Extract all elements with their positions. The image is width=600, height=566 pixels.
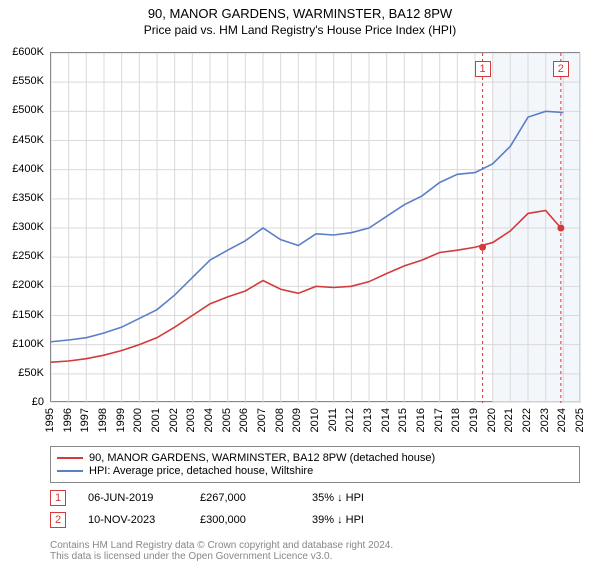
x-tick-label: 1998 [97, 408, 109, 432]
x-tick-label: 2022 [521, 408, 533, 432]
y-tick-label: £200K [12, 279, 44, 291]
x-tick-label: 2020 [486, 408, 498, 432]
page: 90, MANOR GARDENS, WARMINSTER, BA12 8PW … [0, 6, 600, 566]
chart-marker: 1 [475, 61, 491, 77]
y-tick-label: £600K [12, 46, 44, 58]
transaction-row: 1 06-JUN-2019 £267,000 35% ↓ HPI [50, 490, 580, 506]
x-tick-label: 1996 [62, 408, 74, 432]
x-tick-label: 2003 [185, 408, 197, 432]
x-tick-label: 1997 [79, 408, 91, 432]
x-tick-label: 2008 [274, 408, 286, 432]
x-tick-label: 2021 [503, 408, 515, 432]
tx-delta: 39% ↓ HPI [312, 514, 402, 526]
x-tick-label: 2014 [380, 408, 392, 432]
legend-swatch [57, 457, 83, 459]
x-tick-label: 2002 [168, 408, 180, 432]
y-tick-label: £350K [12, 192, 44, 204]
tx-marker: 2 [50, 512, 66, 528]
y-tick-label: £50K [18, 367, 44, 379]
transaction-row: 2 10-NOV-2023 £300,000 39% ↓ HPI [50, 512, 580, 528]
x-tick-label: 2004 [203, 408, 215, 432]
tx-price: £300,000 [200, 514, 290, 526]
x-tick-label: 2005 [221, 408, 233, 432]
footer: Contains HM Land Registry data © Crown c… [50, 540, 580, 562]
x-tick-label: 2024 [556, 408, 568, 432]
x-tick-label: 2015 [397, 408, 409, 432]
legend: 90, MANOR GARDENS, WARMINSTER, BA12 8PW … [50, 446, 580, 483]
footer-line: This data is licensed under the Open Gov… [50, 551, 580, 562]
y-tick-label: £150K [12, 309, 44, 321]
x-tick-label: 2018 [450, 408, 462, 432]
y-tick-label: £500K [12, 104, 44, 116]
x-tick-label: 2009 [291, 408, 303, 432]
x-tick-label: 1999 [115, 408, 127, 432]
tx-price: £267,000 [200, 492, 290, 504]
tx-marker: 1 [50, 490, 66, 506]
x-tick-label: 2013 [362, 408, 374, 432]
x-tick-label: 2000 [132, 408, 144, 432]
legend-label: HPI: Average price, detached house, Wilt… [89, 465, 313, 477]
y-tick-label: £0 [32, 396, 44, 408]
y-tick-label: £550K [12, 75, 44, 87]
x-tick-label: 2017 [433, 408, 445, 432]
x-tick-label: 1995 [44, 408, 56, 432]
x-tick-label: 2007 [256, 408, 268, 432]
y-tick-label: £100K [12, 338, 44, 350]
x-tick-label: 2019 [468, 408, 480, 432]
x-tick-label: 2006 [238, 408, 250, 432]
tx-date: 10-NOV-2023 [88, 514, 178, 526]
chart-svg [51, 53, 581, 403]
chart-area: 12 [50, 52, 580, 402]
x-tick-label: 2010 [309, 408, 321, 432]
y-axis-labels: £0£50K£100K£150K£200K£250K£300K£350K£400… [0, 52, 48, 402]
legend-label: 90, MANOR GARDENS, WARMINSTER, BA12 8PW … [89, 452, 435, 464]
x-tick-label: 2001 [150, 408, 162, 432]
tx-date: 06-JUN-2019 [88, 492, 178, 504]
x-axis-labels: 1995199619971998199920002001200220032004… [50, 404, 580, 444]
x-tick-label: 2016 [415, 408, 427, 432]
legend-item: HPI: Average price, detached house, Wilt… [57, 465, 573, 477]
chart-title: 90, MANOR GARDENS, WARMINSTER, BA12 8PW [0, 6, 600, 21]
chart-subtitle: Price paid vs. HM Land Registry's House … [0, 23, 600, 37]
tx-delta: 35% ↓ HPI [312, 492, 402, 504]
x-tick-label: 2011 [327, 408, 339, 432]
chart-marker: 2 [553, 61, 569, 77]
x-tick-label: 2025 [574, 408, 586, 432]
y-tick-label: £300K [12, 221, 44, 233]
legend-item: 90, MANOR GARDENS, WARMINSTER, BA12 8PW … [57, 452, 573, 464]
x-tick-label: 2023 [539, 408, 551, 432]
footer-line: Contains HM Land Registry data © Crown c… [50, 540, 580, 551]
x-tick-label: 2012 [344, 408, 356, 432]
y-tick-label: £400K [12, 163, 44, 175]
legend-swatch [57, 470, 83, 472]
y-tick-label: £250K [12, 250, 44, 262]
y-tick-label: £450K [12, 134, 44, 146]
